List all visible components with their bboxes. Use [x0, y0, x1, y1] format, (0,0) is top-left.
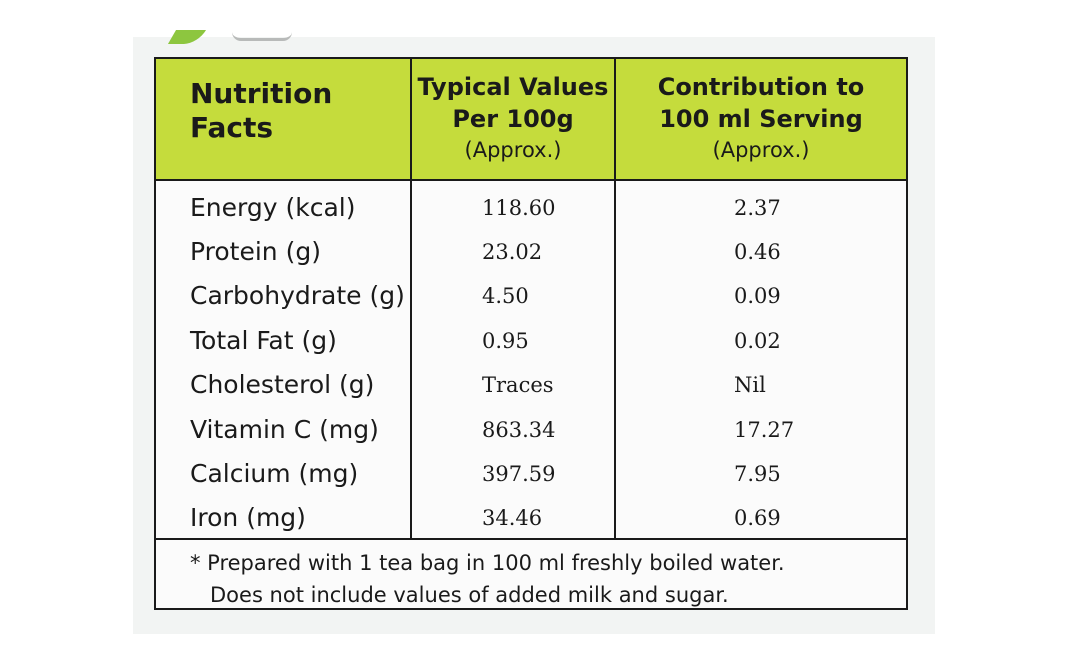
column-divider-1 [410, 59, 412, 538]
row-serving-value: 0.46 [734, 240, 781, 264]
row-label: Protein (g) [190, 237, 321, 266]
footnote-line1: * Prepared with 1 tea bag in 100 ml fres… [190, 551, 785, 575]
row-serving-value: 7.95 [734, 462, 781, 486]
footnote: * Prepared with 1 tea bag in 100 ml fres… [190, 547, 785, 611]
row-serving-value: 0.09 [734, 284, 781, 308]
row-label: Carbohydrate (g) [190, 281, 405, 310]
nutrition-table: Nutrition Facts Typical Values Per 100g … [154, 57, 908, 610]
column-divider-2 [614, 59, 616, 538]
header-contribution: Contribution to 100 ml Serving (Approx.) [616, 71, 906, 165]
table-header: Nutrition Facts Typical Values Per 100g … [156, 59, 906, 181]
header-col3-line1: Contribution to [657, 73, 865, 101]
row-per100g-value: Traces [482, 373, 554, 397]
row-per100g-value: 863.34 [482, 418, 556, 442]
row-per100g-value: 397.59 [482, 462, 556, 486]
row-label: Iron (mg) [190, 503, 306, 532]
row-serving-value: 2.37 [734, 196, 781, 220]
row-per100g-value: 0.95 [482, 329, 529, 353]
header-col1-line2: Facts [190, 111, 274, 144]
row-label: Total Fat (g) [190, 326, 337, 355]
row-serving-value: 0.02 [734, 329, 781, 353]
footnote-line2: Does not include values of added milk an… [210, 583, 729, 607]
header-col3-line3: (Approx.) [712, 138, 810, 162]
header-col1-line1: Nutrition [190, 77, 333, 110]
header-nutrition-facts: Nutrition Facts [190, 77, 390, 145]
row-serving-value: Nil [734, 373, 766, 397]
row-per100g-value: 23.02 [482, 240, 543, 264]
header-col2-line3: (Approx.) [464, 138, 562, 162]
header-col2-line1: Typical Values [417, 73, 609, 101]
cropped-text-fragment [232, 32, 292, 41]
row-label: Energy (kcal) [190, 193, 356, 222]
row-label: Vitamin C (mg) [190, 415, 379, 444]
row-label: Cholesterol (g) [190, 370, 375, 399]
row-per100g-value: 118.60 [482, 196, 556, 220]
row-per100g-value: 34.46 [482, 506, 543, 530]
row-serving-value: 17.27 [734, 418, 795, 442]
footnote-divider [156, 538, 906, 540]
row-per100g-value: 4.50 [482, 284, 529, 308]
row-label: Calcium (mg) [190, 459, 359, 488]
header-col2-line2: Per 100g [452, 105, 574, 133]
header-typical-values: Typical Values Per 100g (Approx.) [412, 71, 614, 165]
row-serving-value: 0.69 [734, 506, 781, 530]
header-col3-line2: 100 ml Serving [659, 105, 863, 133]
